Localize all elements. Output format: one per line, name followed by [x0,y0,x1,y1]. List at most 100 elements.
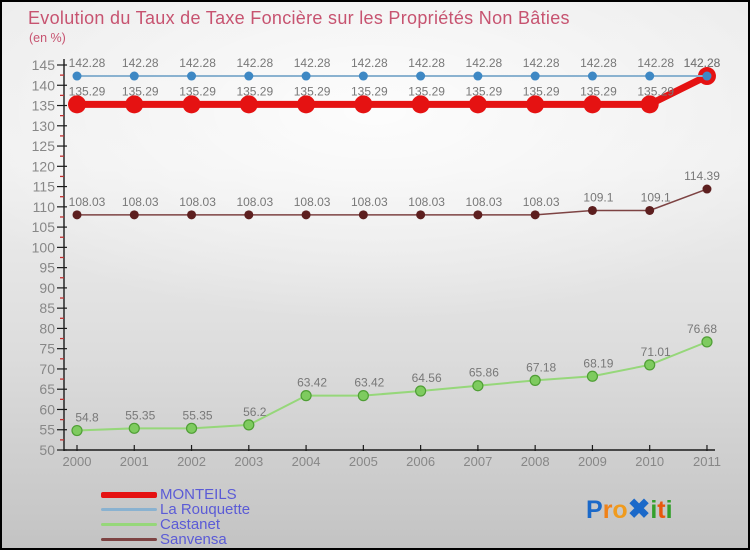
logo-letter: r [602,496,613,524]
value-label-castanet: 55.35 [183,408,213,422]
value-label-castanet: 71.01 [641,345,671,359]
value-label-castanet: 64.56 [412,371,442,385]
data-point-sanvensa [301,210,311,220]
data-point-castanet [644,359,656,371]
data-point-la-rouquette [473,71,483,81]
value-label-castanet: 63.42 [297,376,327,390]
x-tick-label: 2006 [406,454,435,469]
value-label-castanet: 55.35 [125,408,155,422]
series-line-castanet [76,340,708,432]
value-label-castanet: 65.86 [469,366,499,380]
series-sanvensa: 108.03 108.03 108.03 108.03 108.03 108.03 108.… [69,169,720,220]
legend: MONTEILS La Rouquette Castanet Sanvensa [101,487,250,547]
value-label-la-rouquette: 142.28 [179,56,216,70]
data-point-sanvensa [645,205,655,215]
y-tick-label: 115 [33,179,56,195]
series-monteils: 135.29 135.29 135.29 135.29 135.29 135.29 135.… [68,56,721,114]
data-point-castanet [128,422,140,434]
logo-letter: t [657,496,666,524]
data-point-sanvensa [187,210,197,220]
chart-title: Evolution du Taux de Taxe Foncière sur l… [28,8,570,28]
series-line-sanvensa [76,188,708,216]
data-point-monteils [239,95,258,114]
data-point-monteils [68,95,86,114]
value-label-sanvensa: 108.03 [294,195,331,209]
value-label-la-rouquette: 142.28 [69,56,106,70]
legend-label: Sanvensa [160,531,227,548]
x-tick-label: 2008 [521,454,550,469]
value-label-sanvensa: 108.03 [408,195,445,209]
data-point-la-rouquette [587,71,597,81]
value-label-la-rouquette: 142.28 [580,56,617,70]
logo-letter-x-icon: ✖ [627,494,651,524]
data-point-castanet [243,419,255,431]
x-tick-label: 2005 [349,454,378,469]
value-label-la-rouquette: 142.28 [466,56,503,70]
data-point-la-rouquette [530,71,540,81]
value-label-sanvensa: 108.03 [122,195,159,209]
legend-item-sanvensa: Sanvensa [101,532,250,547]
data-point-castanet [185,422,198,434]
legend-swatch-la-rouquette [101,508,157,511]
data-point-castanet [415,385,427,397]
value-label-sanvensa: 108.03 [69,195,106,209]
data-point-sanvensa [244,210,254,220]
data-point-castanet [71,424,83,437]
value-label-castanet: 76.68 [687,322,717,336]
data-point-la-rouquette [129,71,139,81]
data-point-monteils [411,95,430,114]
chart-unit-label: (en %) [29,31,66,45]
y-tick-label: 50 [39,442,55,458]
x-tick-label: 2003 [234,454,263,469]
value-label-la-rouquette: 142.28 [294,56,331,70]
y-tick-label: 85 [39,300,55,316]
data-point-sanvensa [416,210,426,220]
value-label-la-rouquette: 142.28 [122,56,159,70]
value-label-castanet: 68.19 [583,356,613,370]
legend-swatch-monteils [101,491,157,498]
logo-letter: P [586,496,603,524]
data-point-sanvensa [587,205,597,215]
chart-canvas: 50 55 60 65 70 75 80 85 90 95 100 105 110 115 120 125 13… [32,56,721,469]
legend-item-monteils: MONTEILS [101,487,250,502]
value-label-sanvensa: 108.03 [523,195,560,209]
value-label-castanet: 67.18 [526,360,556,374]
data-point-la-rouquette [645,71,655,81]
value-label-sanvensa: 109.1 [641,190,671,204]
data-point-monteils [468,95,487,114]
value-label-sanvensa: 114.39 [684,169,720,183]
value-label-la-rouquette: 142.28 [351,56,388,70]
data-point-sanvensa [72,210,82,220]
legend-label: Castanet [160,516,221,533]
value-label-sanvensa: 108.03 [466,195,503,209]
legend-label: MONTEILS [160,486,237,503]
value-label-castanet: 63.42 [354,376,384,390]
value-label-monteils: 135.29 [408,84,445,98]
y-tick-label: 70 [39,361,55,377]
data-point-sanvensa [358,210,368,220]
x-tick-label: 2011 [693,454,721,469]
data-point-sanvensa [473,210,483,220]
logo-letter: i [650,496,658,524]
y-tick-label: 75 [39,341,55,357]
y-tick-label: 130 [32,118,56,134]
value-label-la-rouquette: 142.28 [637,56,674,70]
data-point-monteils [526,95,545,114]
y-tick-label: 100 [32,239,56,255]
value-label-monteils: 135.29 [466,84,503,98]
value-label-castanet: 54.8 [75,411,99,425]
y-tick-label: 120 [32,158,56,174]
y-tick-label: 145 [32,57,56,73]
series-castanet: 54.8 55.35 55.35 56.2 63.42 63.42 64.56 65.86 67… [71,322,717,437]
legend-swatch-sanvensa [101,538,157,541]
data-point-castanet [357,390,369,402]
y-tick-label: 90 [39,280,55,296]
data-point-la-rouquette [301,71,311,81]
y-tick-label: 65 [39,381,55,397]
x-tick-label: 2007 [463,454,492,469]
data-point-castanet [586,370,599,382]
data-point-monteils [182,95,201,114]
y-tick-label: 140 [32,77,56,93]
value-label-monteils: 135.29 [294,84,331,98]
